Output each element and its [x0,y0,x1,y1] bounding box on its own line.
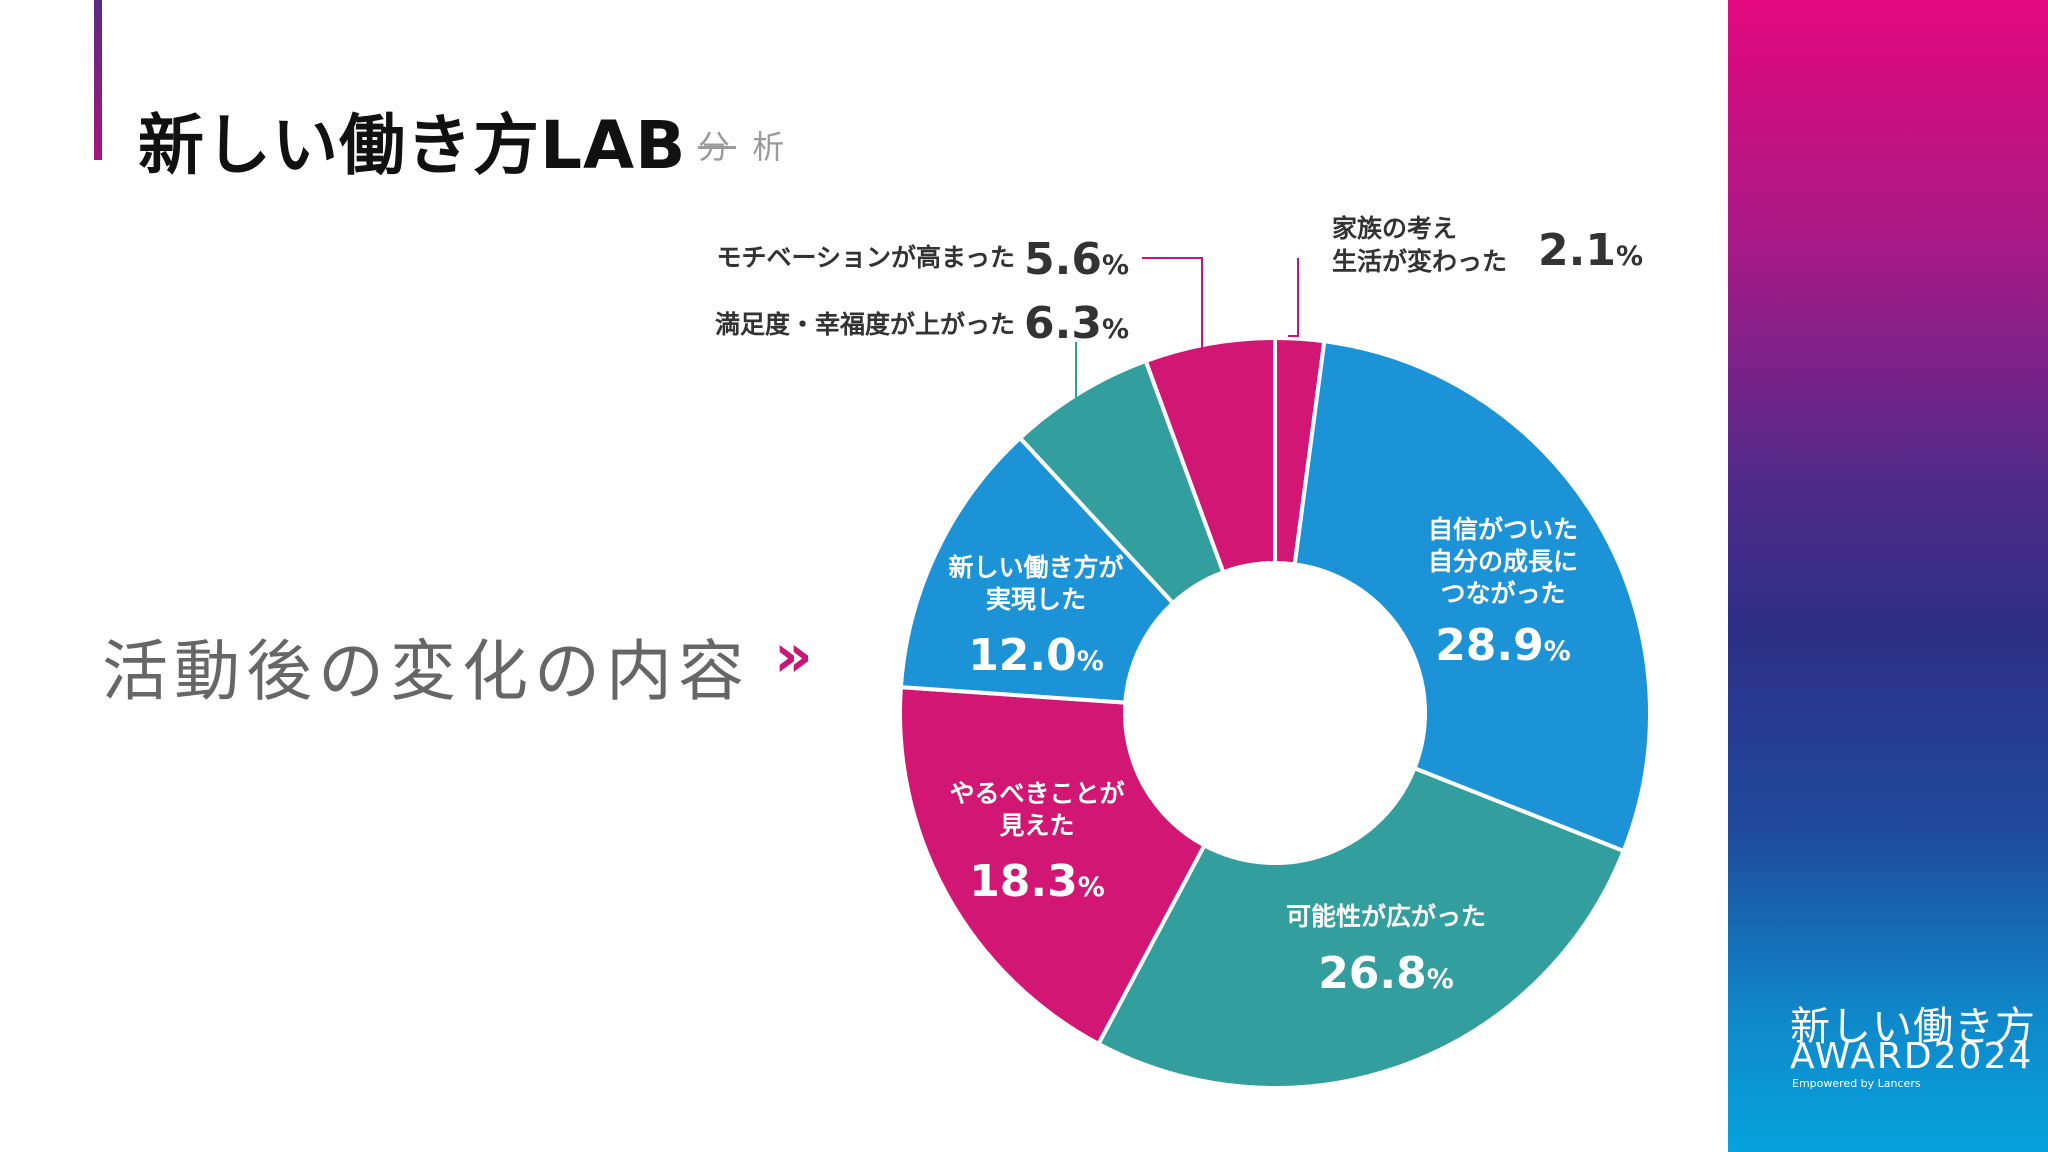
slice-value-label: 18.3% [969,856,1105,907]
donut-slice [1143,335,1277,575]
slice-label: 自信がついた [1428,515,1578,544]
slice-label: 新しい働き方が [948,553,1123,582]
page-subtitle: 分 析 [698,122,790,168]
slice-label: 見えた [999,811,1074,840]
brand-gradient-panel [1728,0,2048,1152]
slice-value-label: 2.1% [1538,225,1643,276]
slice-value-label: 28.9% [1435,620,1571,671]
header-accent-bar [94,0,102,160]
double-chevron-right-icon: » [774,621,813,691]
slice-label: 家族の考え [1332,214,1457,243]
slice-label: 満足度・幸福度が上がった [715,310,1015,339]
chart-heading: 活動後の変化の内容 [102,633,750,710]
slice-value-label: 6.3% [1024,298,1129,349]
leader-line [1288,258,1299,337]
page-title: 新しい働き方LAB [138,107,687,184]
slice-label: 実現した [986,585,1086,614]
brand-logo-line3: Empowered by Lancers [1792,1077,1921,1090]
donut-slice [1095,765,1627,1090]
slice-label: 生活が変わった [1332,247,1507,276]
slice-label: つながった [1440,579,1565,608]
slice-label: モチベーションが高まった [716,243,1015,272]
subtitle-char: 析 [752,128,791,166]
slice-value-label: 26.8% [1318,948,1454,999]
donut-slice [898,684,1208,1047]
slice-value-label: 5.6% [1024,234,1129,285]
brand-logo-line2: AWARD2024 [1790,1036,2034,1077]
slice-label: やるべきことが [949,779,1124,808]
slice-label: 自分の成長に [1428,547,1578,576]
brand-logo-line1: 新しい働き方 [1790,1004,2036,1050]
slice-value-label: 12.0% [968,630,1104,681]
slice-label: 可能性が広がった [1286,902,1486,931]
donut-slice [898,435,1176,705]
donut-slice [1292,339,1653,854]
subtitle-struck-char: 分 [698,128,737,166]
leader-line [1142,257,1203,350]
